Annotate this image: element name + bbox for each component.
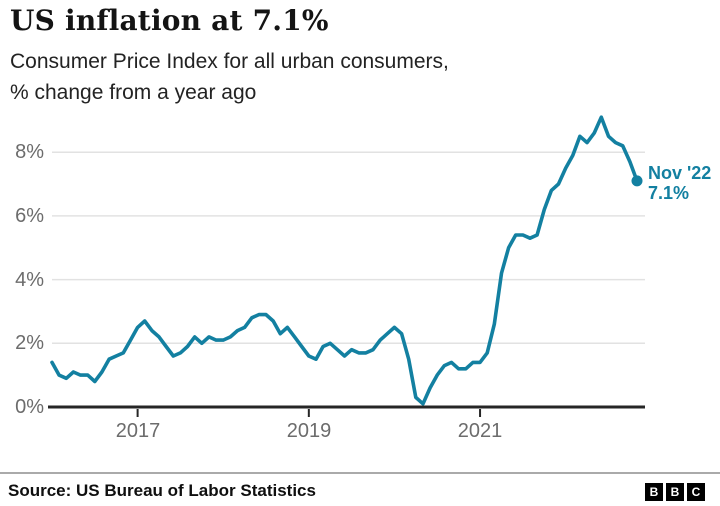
y-axis-tick-label: 6%: [15, 205, 44, 227]
bbc-logo-letter: B: [645, 483, 663, 501]
chart-subtitle-line1: Consumer Price Index for all urban consu…: [10, 50, 449, 73]
latest-value-percent: 7.1%: [648, 183, 690, 203]
bbc-logo-letter: C: [687, 483, 705, 501]
x-axis-tick-label: 2019: [286, 420, 332, 442]
bbc-logo: B B C: [645, 483, 705, 501]
y-axis-tick-label: 0%: [15, 396, 44, 418]
y-axis-tick-label: 4%: [15, 269, 44, 291]
y-axis-tick-label: 8%: [15, 141, 44, 163]
x-axis-tick-label: 2017: [115, 420, 161, 442]
x-axis-tick-label: 2021: [457, 420, 503, 442]
y-axis-tick-label: 2%: [15, 332, 44, 354]
bbc-logo-letter: B: [666, 483, 684, 501]
chart-subtitle-line2: % change from a year ago: [10, 81, 257, 104]
footer-divider: [0, 472, 720, 474]
chart-subtitle: Consumer Price Index for all urban consu…: [10, 46, 700, 108]
latest-value-date: Nov '22: [648, 163, 712, 183]
source-credit: Source: US Bureau of Labor Statistics: [8, 481, 316, 500]
latest-value-annotation: Nov '22 7.1%: [648, 163, 718, 203]
page-title: US inflation at 7.1%: [10, 4, 329, 37]
